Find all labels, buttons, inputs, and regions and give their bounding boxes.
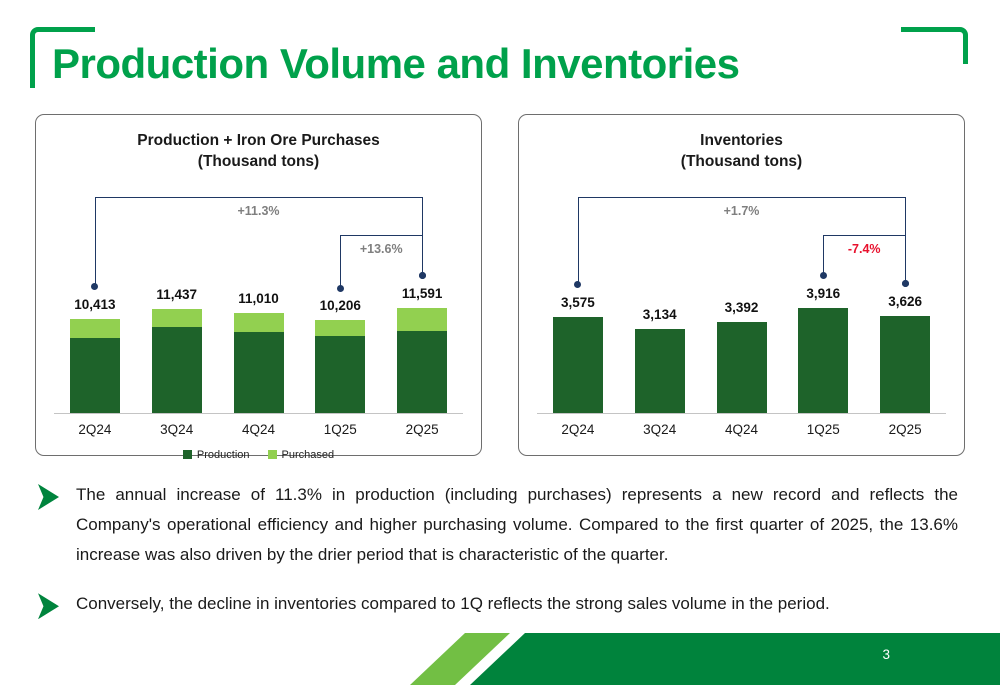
bracket-dot xyxy=(418,272,426,280)
bracket-line xyxy=(94,196,96,287)
bracket-line xyxy=(94,196,423,198)
legend-label: Production xyxy=(196,448,250,461)
bullet-text: The annual increase of 11.3% in producti… xyxy=(76,485,958,564)
category-label: 3Q24 xyxy=(643,421,677,437)
bracket-dot xyxy=(819,272,827,280)
bar-value-label: 10,206 xyxy=(319,298,361,314)
inventories-chart-title-line1: Inventories xyxy=(700,132,783,149)
bar-1Q25 xyxy=(798,307,849,413)
bar-value-label: 3,134 xyxy=(642,306,677,322)
bracket-line xyxy=(823,234,906,236)
legend-item: Purchased xyxy=(267,448,335,461)
category-label: 2Q25 xyxy=(405,421,439,437)
footer-green-band xyxy=(470,633,1000,685)
production-chart-title: Production + Iron Ore Purchases (Thousan… xyxy=(52,131,465,173)
bracket-line xyxy=(340,234,342,289)
corner-bracket-top-right xyxy=(901,27,968,64)
bracket-line xyxy=(577,196,579,285)
inventories-chart-plot: 3,575 3,134 3,392 3,916 3,626 +1.7% -7.4% xyxy=(537,183,946,414)
bar-value-label: 3,575 xyxy=(561,294,595,310)
bracket-line xyxy=(905,234,907,284)
bar-value-label: 11,437 xyxy=(156,287,197,303)
bracket-line xyxy=(340,234,423,236)
production-chart-x-axis: 2Q24 3Q24 4Q24 1Q25 2Q25 xyxy=(54,414,463,437)
production-chart-title-line2: (Thousand tons) xyxy=(197,152,320,170)
production-chart-legend: Production Purchased xyxy=(52,449,465,461)
bullet-item: The annual increase of 11.3% in producti… xyxy=(38,480,958,569)
bar-3Q24 xyxy=(634,328,685,413)
bar-2Q25 xyxy=(397,307,448,413)
category-label: 1Q25 xyxy=(806,421,840,437)
bar-value-label: 11,010 xyxy=(238,291,279,307)
category-label: 4Q24 xyxy=(724,421,758,437)
bar-2Q24 xyxy=(552,317,603,413)
bar-segment-purchased xyxy=(151,309,202,328)
bracket-label: +1.7% xyxy=(723,203,760,218)
bar-3Q24 xyxy=(151,309,202,413)
bar-segment-purchased xyxy=(69,318,120,338)
production-chart-panel: Production + Iron Ore Purchases (Thousan… xyxy=(35,114,482,461)
footer-band: 3 xyxy=(0,633,1000,685)
bracket-label: -7.4% xyxy=(847,241,881,256)
bar-value-label: 3,626 xyxy=(888,293,922,309)
legend-swatch-production xyxy=(182,450,192,460)
bullet-arrow-icon xyxy=(38,593,59,620)
charts-row: Production + Iron Ore Purchases (Thousan… xyxy=(35,114,965,461)
bullet-list: The annual increase of 11.3% in producti… xyxy=(38,480,958,620)
bracket-dot xyxy=(901,280,909,288)
bullet-arrow-icon xyxy=(38,484,59,510)
inventories-chart-panel: Inventories (Thousand tons) 3,575 3,134 3,… xyxy=(518,114,965,456)
bullet-item: Conversely, the decline in inventories c… xyxy=(38,589,958,620)
page-number: 3 xyxy=(882,647,890,662)
bracket-label: +13.6% xyxy=(359,241,403,256)
bar-2Q25 xyxy=(880,315,931,413)
production-chart-plot: 10,413 11,437 11,010 10,206 11,591 +11.3% +13.… xyxy=(54,183,463,414)
category-label: 4Q24 xyxy=(241,421,275,437)
bar-value-label: 10,413 xyxy=(74,296,116,312)
bracket-line xyxy=(422,234,424,276)
bracket-dot xyxy=(91,283,99,290)
bar-value-label: 3,392 xyxy=(724,299,759,315)
bracket-dot xyxy=(574,281,582,289)
legend-swatch-purchased xyxy=(267,450,277,460)
inventories-chart-title-line2: (Thousand tons) xyxy=(680,152,803,170)
bar-segment-purchased xyxy=(315,320,366,336)
bracket-dot xyxy=(336,284,344,292)
bracket-line xyxy=(577,196,906,198)
bracket-label: +11.3% xyxy=(237,203,280,218)
corner-bracket-top-left xyxy=(30,27,95,88)
bullet-text: Conversely, the decline in inventories c… xyxy=(76,594,830,614)
bar-value-label: 11,591 xyxy=(401,285,443,301)
bar-segment-purchased xyxy=(397,307,448,332)
bar-2Q24 xyxy=(69,318,120,413)
category-label: 2Q25 xyxy=(888,421,922,437)
bar-1Q25 xyxy=(315,320,366,413)
legend-item: Production xyxy=(182,448,250,461)
bracket-line xyxy=(823,234,825,276)
bar-value-label: 3,916 xyxy=(806,285,841,301)
production-chart-title-line1: Production + Iron Ore Purchases xyxy=(137,132,380,149)
category-label: 1Q25 xyxy=(323,421,357,437)
bar-segment-purchased xyxy=(233,313,284,333)
category-label: 3Q24 xyxy=(160,421,194,437)
inventories-chart-x-axis: 2Q24 3Q24 4Q24 1Q25 2Q25 xyxy=(537,414,946,437)
bar-4Q24 xyxy=(233,313,284,413)
bar-4Q24 xyxy=(716,321,767,413)
page-title: Production Volume and Inventories xyxy=(52,40,740,87)
category-label: 2Q24 xyxy=(78,421,112,437)
category-label: 2Q24 xyxy=(561,421,595,437)
inventories-chart-title: Inventories (Thousand tons) xyxy=(535,131,948,173)
legend-label: Purchased xyxy=(281,448,335,461)
